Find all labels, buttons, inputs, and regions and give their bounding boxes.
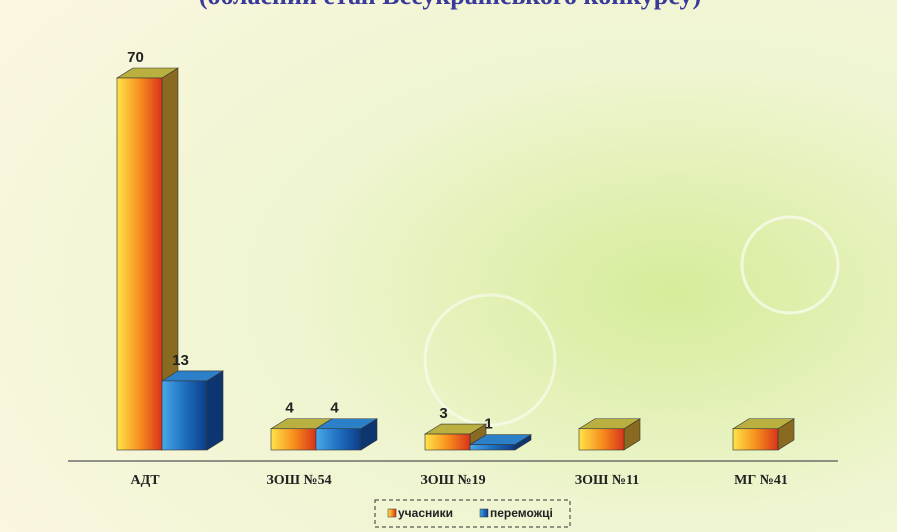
bar-face (161, 380, 208, 451)
legend-label: учасники (398, 506, 453, 520)
bar (423, 423, 488, 451)
bar (115, 67, 180, 451)
bar-face (732, 428, 779, 451)
bar-face (469, 444, 516, 451)
x-tick-label: ЗОШ №19 (420, 473, 485, 488)
bar (468, 434, 533, 451)
x-tick-label: ЗОШ №54 (266, 473, 331, 488)
bar-face (578, 428, 625, 451)
data-label: 4 (285, 400, 294, 417)
x-tick-label: ЗОШ №11 (575, 473, 639, 488)
bar-face (315, 428, 362, 451)
bar-face (424, 433, 471, 451)
legend-box (374, 499, 571, 528)
legend-label: переможці (490, 506, 553, 520)
legend-swatch (479, 508, 489, 518)
legend-swatch (387, 508, 397, 518)
bubble (740, 215, 840, 315)
bar (577, 418, 642, 451)
bar (731, 418, 796, 451)
x-tick-label: АДТ (130, 473, 160, 488)
x-tick-label: МГ №41 (734, 473, 788, 488)
bar-face (270, 428, 317, 451)
bar-face (116, 77, 163, 451)
data-label: 4 (330, 400, 339, 417)
data-label: 70 (127, 49, 144, 66)
data-label: 3 (439, 405, 447, 422)
chart-title: (обласний етап Всеукраїнського конкурсу) (199, 0, 701, 10)
data-label: 13 (172, 352, 189, 369)
bar (160, 370, 225, 451)
data-label: 1 (484, 416, 492, 433)
bubble (423, 293, 557, 427)
bar-face (206, 370, 224, 451)
bar (314, 418, 379, 451)
